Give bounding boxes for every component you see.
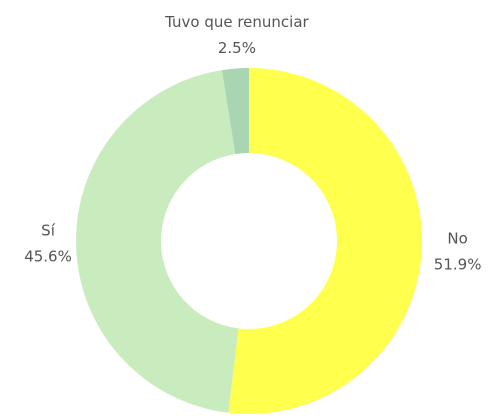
donut-slice <box>228 68 423 414</box>
donut-slice <box>76 70 239 413</box>
slice-label: Tuvo que renunciar <box>164 13 309 31</box>
donut-slice <box>221 68 249 155</box>
slice-value-label: 2.5% <box>218 39 256 57</box>
slice-label: Sí <box>41 221 56 239</box>
slice-label: No <box>447 230 467 248</box>
slice-value-label: 51.9% <box>434 256 482 274</box>
slice-value-label: 45.6% <box>24 247 72 265</box>
